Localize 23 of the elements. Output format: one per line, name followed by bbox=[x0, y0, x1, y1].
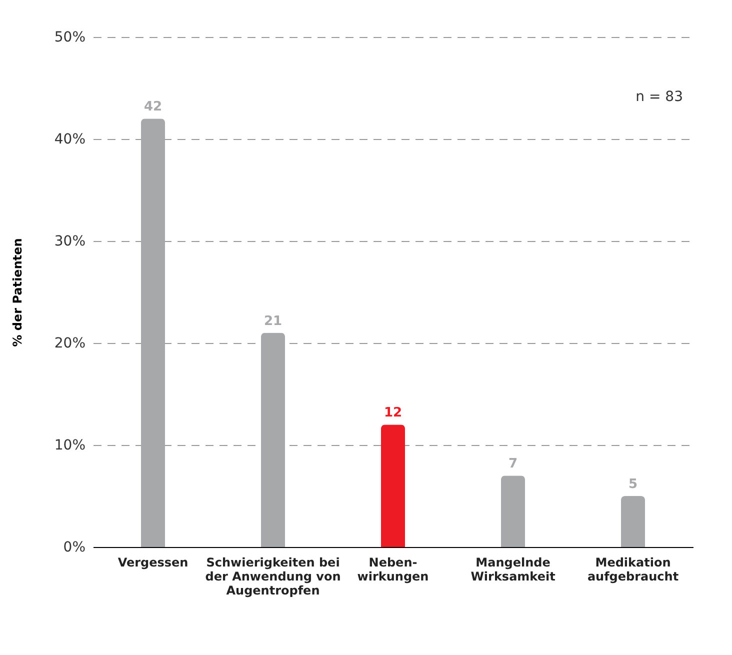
bar bbox=[141, 118, 165, 547]
y-tick-label: 10% bbox=[54, 438, 86, 454]
x-tick-label: Medikation aufgebraucht bbox=[587, 556, 679, 584]
data-label: 7 bbox=[508, 456, 518, 472]
y-tick-label: 30% bbox=[54, 234, 86, 250]
x-tick-label: Neben- wirkungen bbox=[357, 556, 429, 584]
data-label: 42 bbox=[144, 100, 162, 115]
annotation: n = 83 bbox=[636, 89, 683, 105]
bar bbox=[261, 332, 285, 547]
y-tick-label: 50% bbox=[54, 30, 86, 46]
data-label: 12 bbox=[384, 406, 402, 421]
data-label: 5 bbox=[628, 477, 638, 492]
x-tick-label: Vergessen bbox=[118, 556, 188, 570]
bar bbox=[381, 424, 405, 547]
y-tick-label: 40% bbox=[54, 132, 86, 148]
bar bbox=[621, 496, 645, 547]
data-label: 21 bbox=[264, 314, 282, 329]
y-axis-title: % der Patienten bbox=[10, 238, 24, 347]
y-tick-label: 20% bbox=[54, 336, 86, 352]
y-tick-label: 0% bbox=[63, 540, 86, 556]
x-tick-label: Schwierigkeiten bei der Anwendung von Augentropfen bbox=[205, 556, 341, 598]
x-tick-label: Mangelnde Wirksamkeit bbox=[470, 556, 556, 584]
bar bbox=[501, 476, 525, 547]
